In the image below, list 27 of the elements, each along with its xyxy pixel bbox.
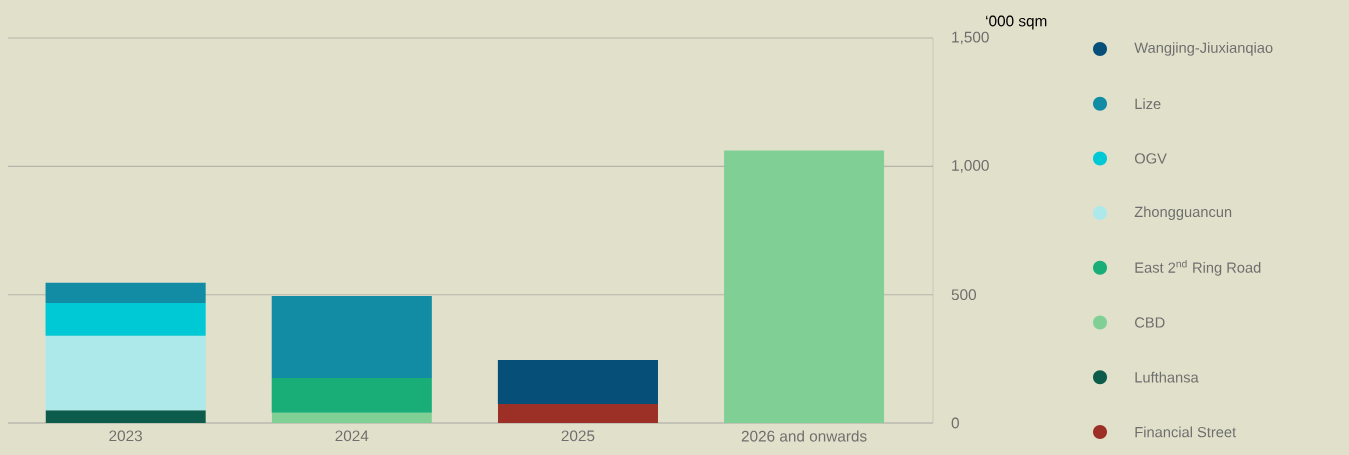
legend-label: Zhongguancun	[1134, 206, 1232, 220]
y-tick-label: 1,500	[952, 31, 989, 45]
bar	[497, 360, 658, 405]
legend-label: Financial Street	[1135, 426, 1237, 438]
bar	[271, 412, 432, 424]
bar	[45, 282, 206, 303]
bar	[271, 378, 432, 413]
bar	[45, 335, 206, 411]
bar	[271, 295, 432, 379]
x-tick-label: 2025	[561, 430, 595, 442]
bar	[497, 404, 658, 424]
x-tick-label: 2023	[109, 430, 142, 442]
bar	[724, 150, 885, 424]
legend-label: CBD	[1135, 317, 1165, 328]
y-tick-label: 0	[951, 417, 959, 429]
y-tick-label: 500	[951, 289, 977, 301]
bar	[45, 302, 206, 336]
legend-label: Lize	[1135, 98, 1161, 110]
x-tick-label: 2026 and onwards	[741, 430, 867, 442]
legend-label: Wangjing-Jiuxianqiao	[1134, 42, 1273, 56]
x-tick-label: 2024	[335, 430, 369, 442]
legend-label: OGV	[1134, 153, 1167, 164]
y-axis-title: ‘000 sqm	[986, 15, 1047, 30]
legend-label: Lufthansa	[1135, 371, 1199, 383]
legend-label: East 2$^{nd}$ Ring Road	[1135, 259, 1261, 276]
bar	[45, 410, 206, 424]
y-tick-label: 1,000	[952, 160, 989, 173]
